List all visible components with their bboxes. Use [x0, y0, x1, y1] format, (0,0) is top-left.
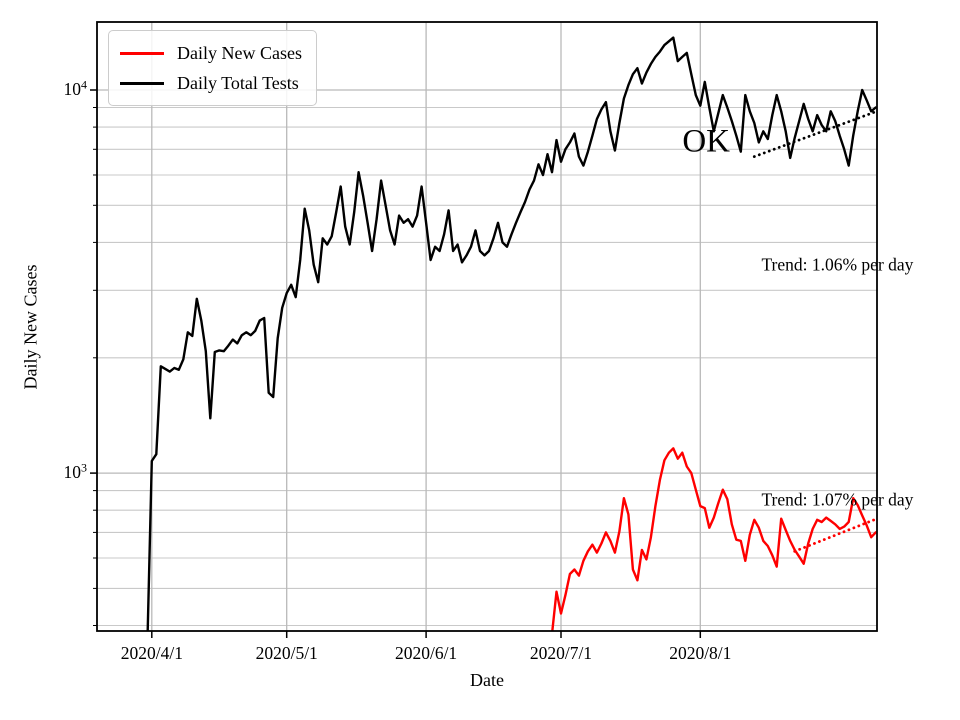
red-line-swatch-icon	[120, 51, 164, 55]
series-line-daily-new-cases	[551, 447, 877, 631]
x-tick-label: 2020/8/1	[669, 643, 732, 663]
series-line-daily-total-tests	[146, 36, 877, 631]
axes-spines	[96, 21, 878, 632]
x-axis-title: Date	[470, 670, 504, 690]
state-annotation: OK	[682, 123, 730, 160]
trend-line-daily-total-tests	[752, 110, 877, 159]
legend-label: Daily Total Tests	[177, 72, 299, 93]
legend-entry-daily-new-cases: Daily New Cases	[120, 38, 302, 68]
y-tick-label: 103	[63, 460, 88, 483]
trend-line-daily-new-cases	[793, 517, 877, 553]
trend-label-total-tests: Trend: 1.06% per day	[761, 254, 914, 275]
legend: Daily New Cases Daily Total Tests	[108, 30, 317, 106]
y-axis-title: Daily New Cases	[20, 264, 41, 390]
legend-label: Daily New Cases	[177, 42, 302, 63]
black-line-swatch-icon	[120, 81, 164, 85]
x-tick-label: 2020/6/1	[394, 643, 458, 663]
x-tick-label: 2020/5/1	[255, 643, 318, 663]
y-tick-label: 104	[63, 77, 88, 100]
x-tick-label: 2020/4/1	[120, 643, 183, 663]
x-tick-label: 2020/7/1	[529, 643, 593, 663]
legend-entry-daily-total-tests: Daily Total Tests	[120, 68, 302, 98]
trend-label-new-cases: Trend: 1.07% per day	[761, 489, 914, 510]
